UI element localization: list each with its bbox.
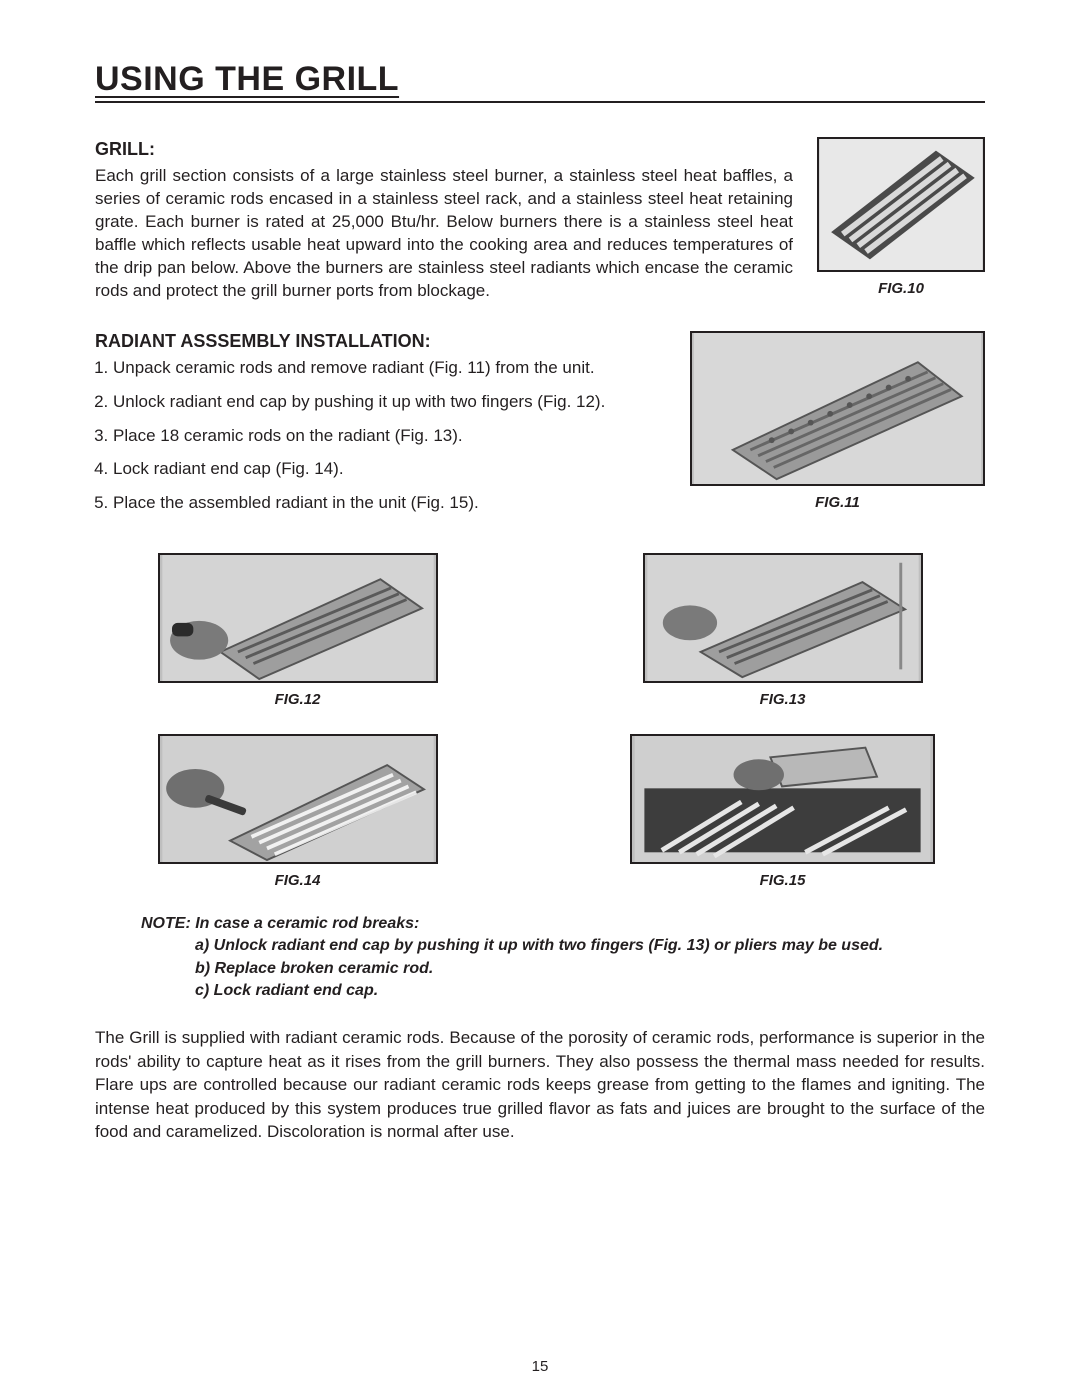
figure-14-caption: FIG.14 (275, 872, 321, 889)
note-b: b) Replace broken ceramic rod. (195, 958, 985, 980)
radiant-section: RADIANT ASSSEMBLY INSTALLATION: Unpack c… (95, 331, 985, 525)
figure-15-box: FIG.15 (630, 734, 935, 889)
figure-15-image (630, 734, 935, 864)
note-block: NOTE: In case a ceramic rod breaks: a) U… (141, 913, 985, 1003)
radiant-steps-list: Unpack ceramic rods and remove radiant (… (95, 356, 650, 515)
figure-10-image (817, 137, 985, 272)
step-5: Place the assembled radiant in the unit … (113, 491, 650, 515)
figure-12-box: FIG.12 (158, 553, 438, 708)
figure-10-caption: FIG.10 (878, 280, 924, 297)
page-title: USING THE GRILL (95, 60, 985, 103)
figure-13-box: FIG.13 (643, 553, 923, 708)
grill-text-column: GRILL: Each grill section consists of a … (95, 137, 793, 303)
page-number: 15 (0, 1358, 1080, 1375)
step-3: Place 18 ceramic rods on the radiant (Fi… (113, 424, 650, 448)
radiant-heading: RADIANT ASSSEMBLY INSTALLATION: (95, 331, 650, 352)
note-lead: NOTE: In case a ceramic rod breaks: (141, 913, 985, 935)
figure-13-caption: FIG.13 (760, 691, 806, 708)
grill-body: Each grill section consists of a large s… (95, 165, 793, 303)
figure-11-box: FIG.11 (690, 331, 985, 511)
grill-section: GRILL: Each grill section consists of a … (95, 137, 985, 303)
figure-15-caption: FIG.15 (760, 872, 806, 889)
figure-14-image (158, 734, 438, 864)
figure-14-box: FIG.14 (158, 734, 438, 889)
radiant-text-column: RADIANT ASSSEMBLY INSTALLATION: Unpack c… (95, 331, 650, 525)
figure-13-image (643, 553, 923, 683)
note-c: c) Lock radiant end cap. (195, 980, 985, 1002)
figure-11-image (690, 331, 985, 486)
note-a: a) Unlock radiant end cap by pushing it … (195, 935, 985, 957)
step-4: Lock radiant end cap (Fig. 14). (113, 457, 650, 481)
figure-12-caption: FIG.12 (275, 691, 321, 708)
figure-12-image (158, 553, 438, 683)
closing-paragraph: The Grill is supplied with radiant ceram… (95, 1026, 985, 1143)
figure-10-box: FIG.10 (817, 137, 985, 297)
step-2: Unlock radiant end cap by pushing it up … (113, 390, 650, 414)
figure-11-caption: FIG.11 (815, 494, 860, 511)
figures-grid: FIG.12 FIG.13 (95, 553, 985, 889)
step-1: Unpack ceramic rods and remove radiant (… (113, 356, 650, 380)
grill-heading: GRILL: (95, 137, 793, 161)
